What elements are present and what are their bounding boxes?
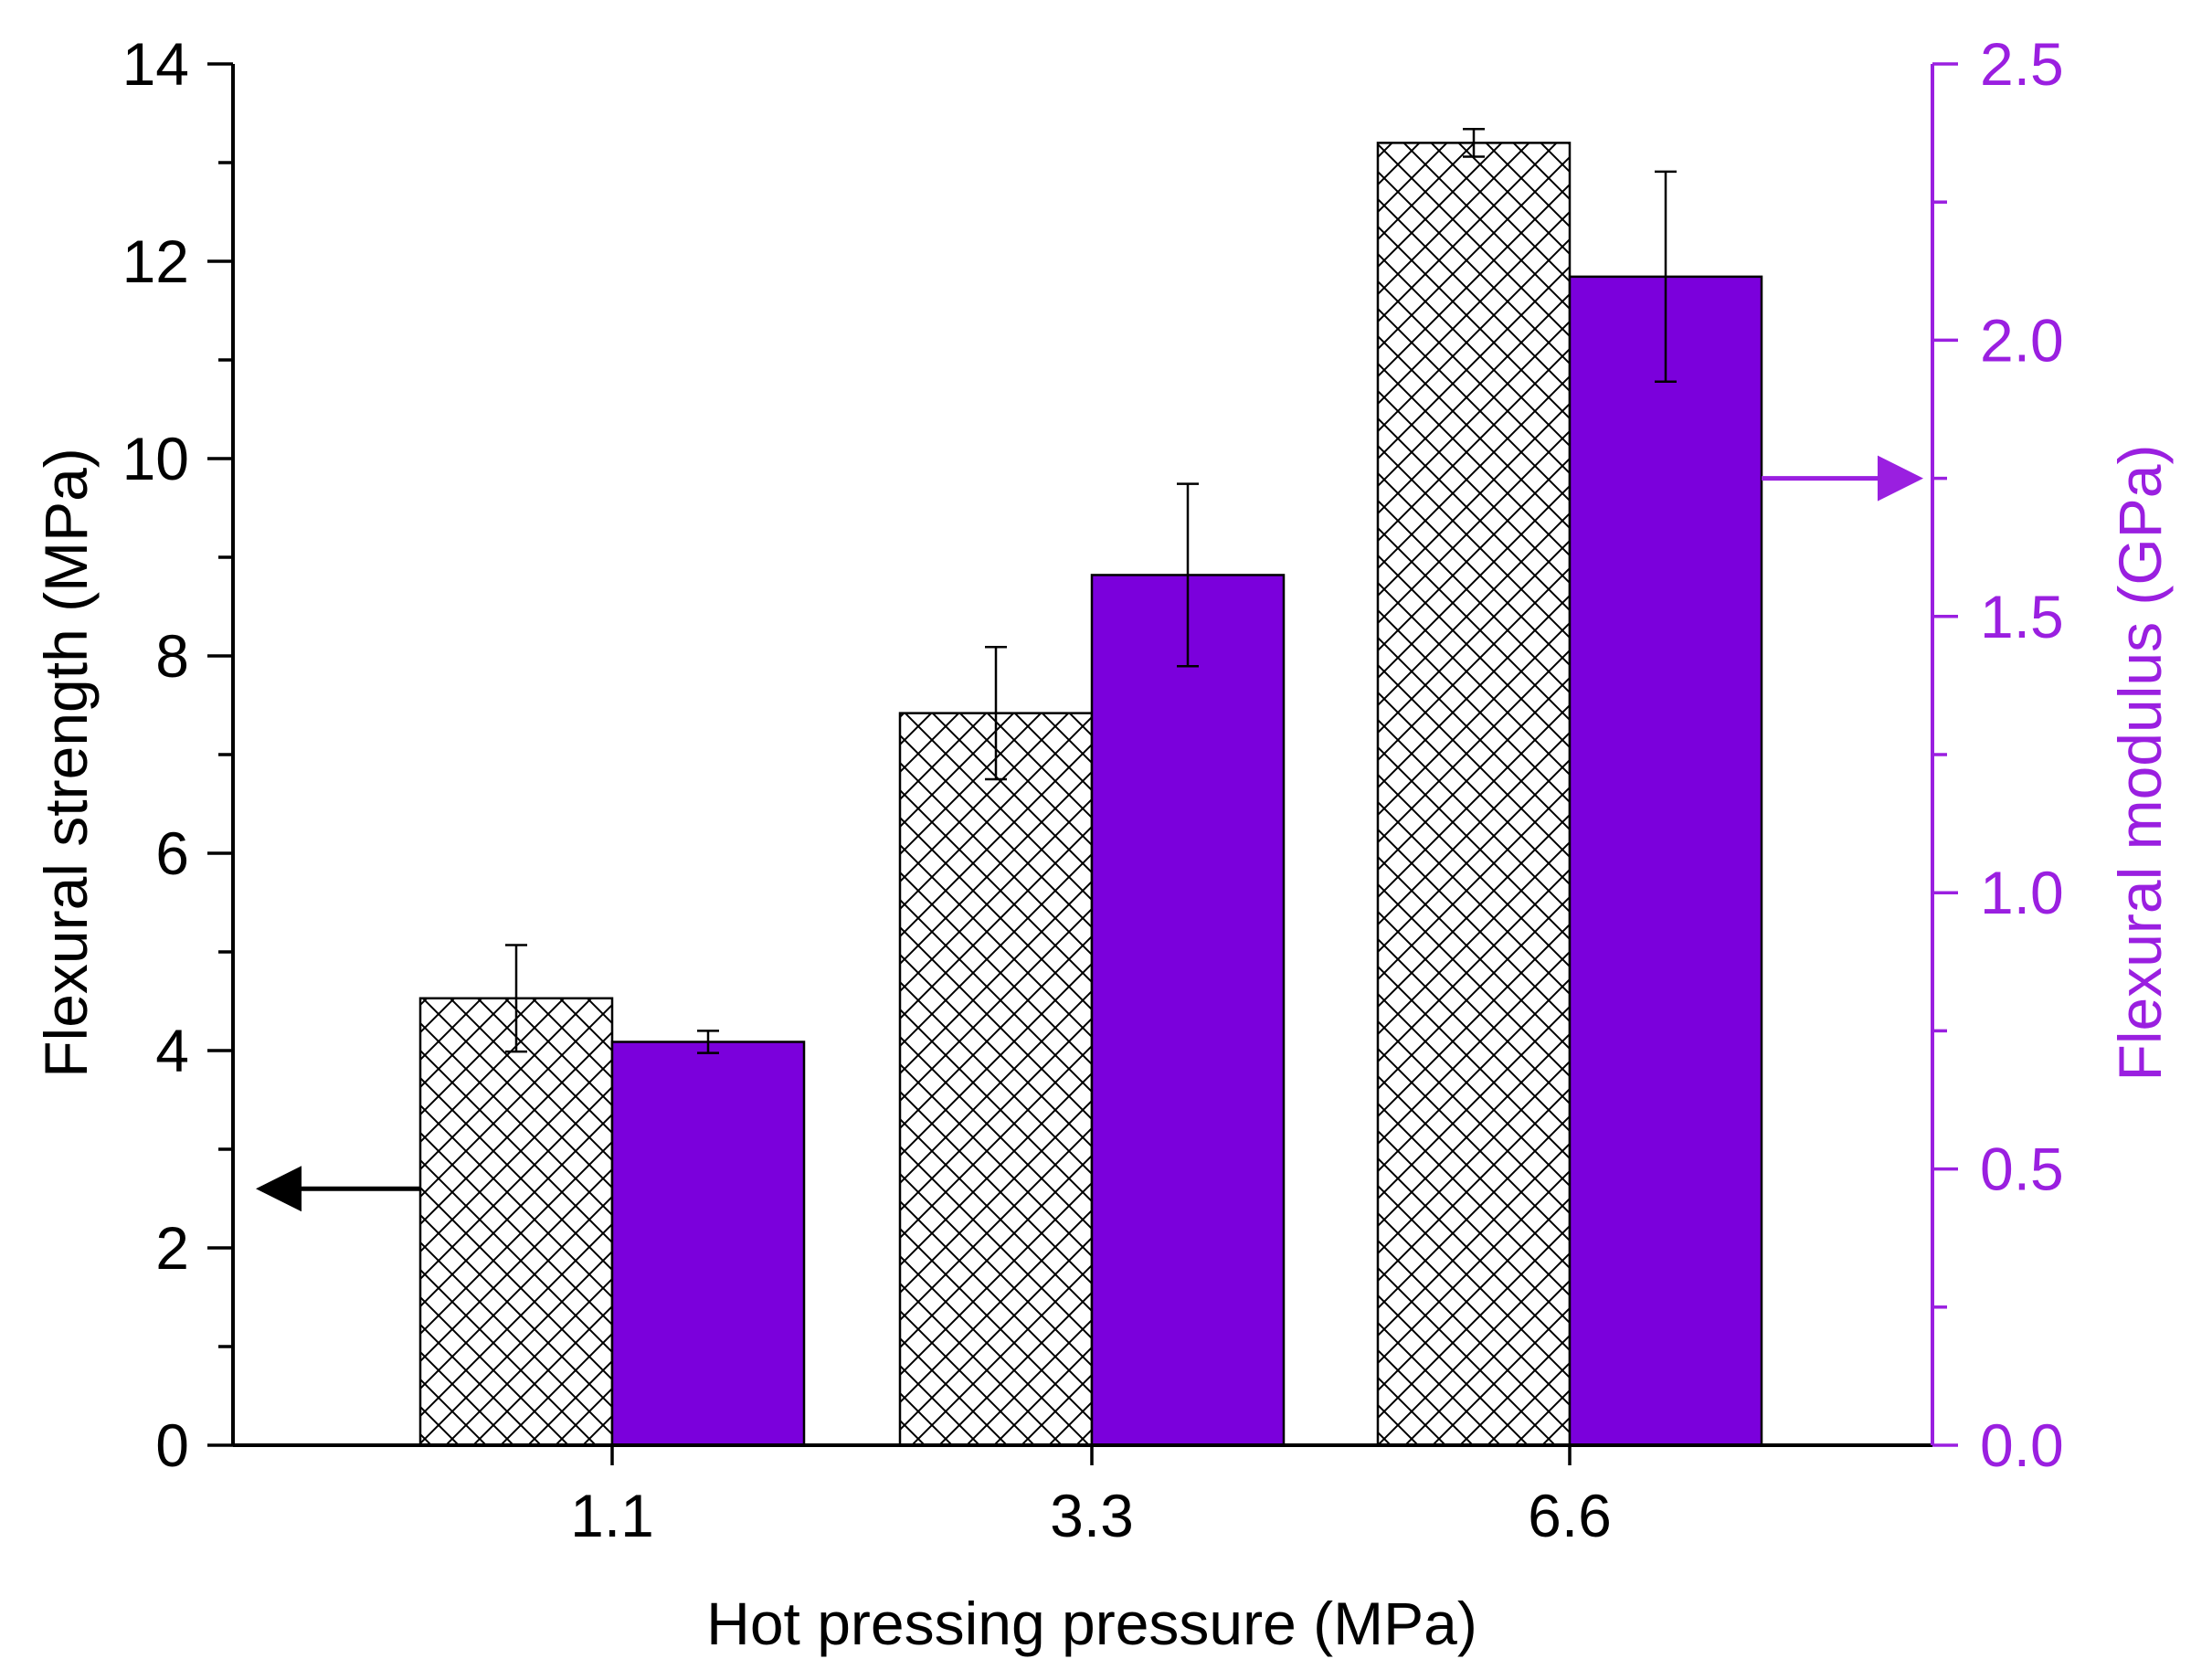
left-tick-label: 12 [122,227,189,295]
left-tick-label: 8 [155,622,189,690]
x-tick-label-1.1: 1.1 [570,1482,654,1549]
modulus-bar-6.6 [1568,275,1763,1447]
y2-axis-title: Flexural modulus (GPa) [2106,445,2174,1082]
right-tick-label: 0.0 [1980,1411,2064,1479]
left-tick-label: 0 [155,1411,189,1479]
y-axis-title: Flexural strength (MPa) [32,448,100,1078]
strength-error-bar-6.6 [1463,128,1485,158]
modulus-bar-1.1 [610,1041,806,1447]
x-tick-label-6.6: 6.6 [1528,1482,1612,1549]
modulus-error-bar-3.3 [1177,482,1199,668]
modulus-bar-3.3 [1090,574,1286,1447]
error-bars-layer [505,128,1677,1054]
right-tick-label: 0.5 [1980,1136,2064,1203]
x-tick-label-3.3: 3.3 [1050,1482,1134,1549]
strength-bar-1.1 [418,997,614,1447]
strength-error-bar-3.3 [985,646,1007,781]
strength-error-bar-1.1 [505,944,527,1053]
right-tick-label: 2.5 [1980,30,2064,98]
right-tick-label: 1.0 [1980,859,2064,926]
left-tick-label: 10 [122,425,189,492]
right-tick-label: 2.0 [1980,306,2064,374]
left-tick-label: 6 [155,819,189,887]
left-tick-label: 2 [155,1214,189,1282]
x-axis-title: Hot pressing pressure (MPa) [706,1590,1477,1657]
left-tick-label: 4 [155,1017,189,1084]
modulus-error-bar-1.1 [697,1030,719,1054]
right-tick-label: 1.5 [1980,583,2064,650]
left-tick-label: 14 [122,30,189,98]
ticks-layer: 0 2 4 6 8 10 12 14 0.0 0.5 1.0 1.5 2.0 2.5 1.1 3.3 6.6 [122,30,2064,1549]
strength-bar-6.6 [1376,142,1572,1447]
strength-bar-3.3 [898,712,1094,1447]
bars-layer [418,142,1763,1447]
modulus-error-bar-6.6 [1655,170,1677,384]
